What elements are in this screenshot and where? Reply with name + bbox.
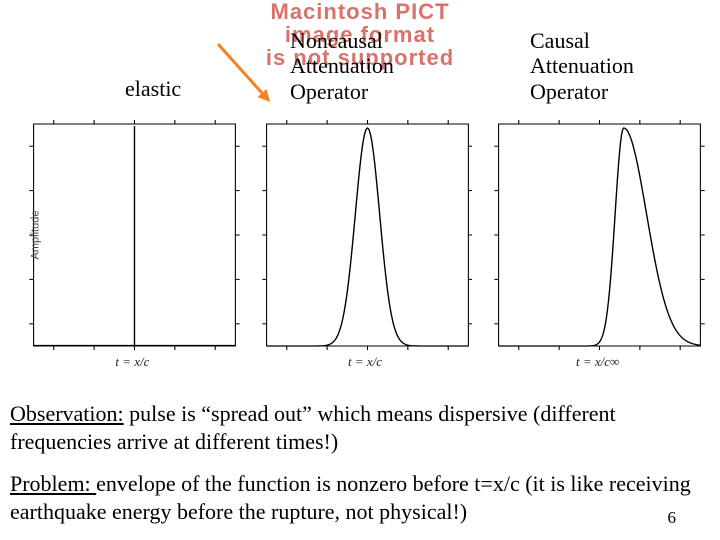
observation-label: Observation: [10, 401, 124, 426]
chart-causal-xlabel: t = x/c∞ [576, 354, 619, 370]
chart-causal: t = x/c∞ [490, 120, 705, 370]
label-causal: Causal Attenuation Operator [530, 28, 634, 104]
label-causal-l1: Causal [530, 28, 590, 53]
label-causal-l2: Attenuation [530, 53, 634, 78]
slide-number: 6 [668, 508, 677, 528]
problem-text: envelope of the function is nonzero befo… [10, 471, 691, 524]
chart-causal-box [490, 120, 705, 350]
problem-paragraph: Problem: envelope of the function is non… [10, 470, 710, 525]
chart-elastic-box: Amplitude [25, 120, 240, 350]
label-elastic: elastic [125, 76, 181, 101]
chart-elastic-xlabel: t = x/c [115, 354, 149, 370]
charts-row: Amplitude t = x/c t = x/c t = x/c∞ [25, 120, 705, 380]
chart-noncausal-svg [258, 120, 473, 350]
chart-ylabel: Amplitude [29, 211, 41, 260]
label-causal-l3: Operator [530, 79, 608, 104]
chart-elastic-svg [25, 120, 240, 350]
column-labels: elastic Noncausal Attenuation Operator C… [0, 28, 720, 118]
chart-noncausal-box [258, 120, 473, 350]
problem-label: Problem: [10, 471, 96, 496]
chart-elastic: Amplitude t = x/c [25, 120, 240, 370]
watermark-line1: Macintosh PICT [266, 0, 454, 23]
arrow-svg [210, 40, 280, 110]
label-noncausal: Noncausal Attenuation Operator [290, 28, 394, 104]
label-noncausal-l2: Attenuation [290, 53, 394, 78]
arrow-icon [210, 40, 280, 110]
label-noncausal-l3: Operator [290, 79, 368, 104]
chart-noncausal-xlabel: t = x/c [348, 354, 382, 370]
chart-noncausal: t = x/c [258, 120, 473, 370]
chart-causal-svg [490, 120, 705, 350]
label-noncausal-l1: Noncausal [290, 28, 383, 53]
observation-paragraph: Observation: pulse is “spread out” which… [10, 400, 710, 455]
